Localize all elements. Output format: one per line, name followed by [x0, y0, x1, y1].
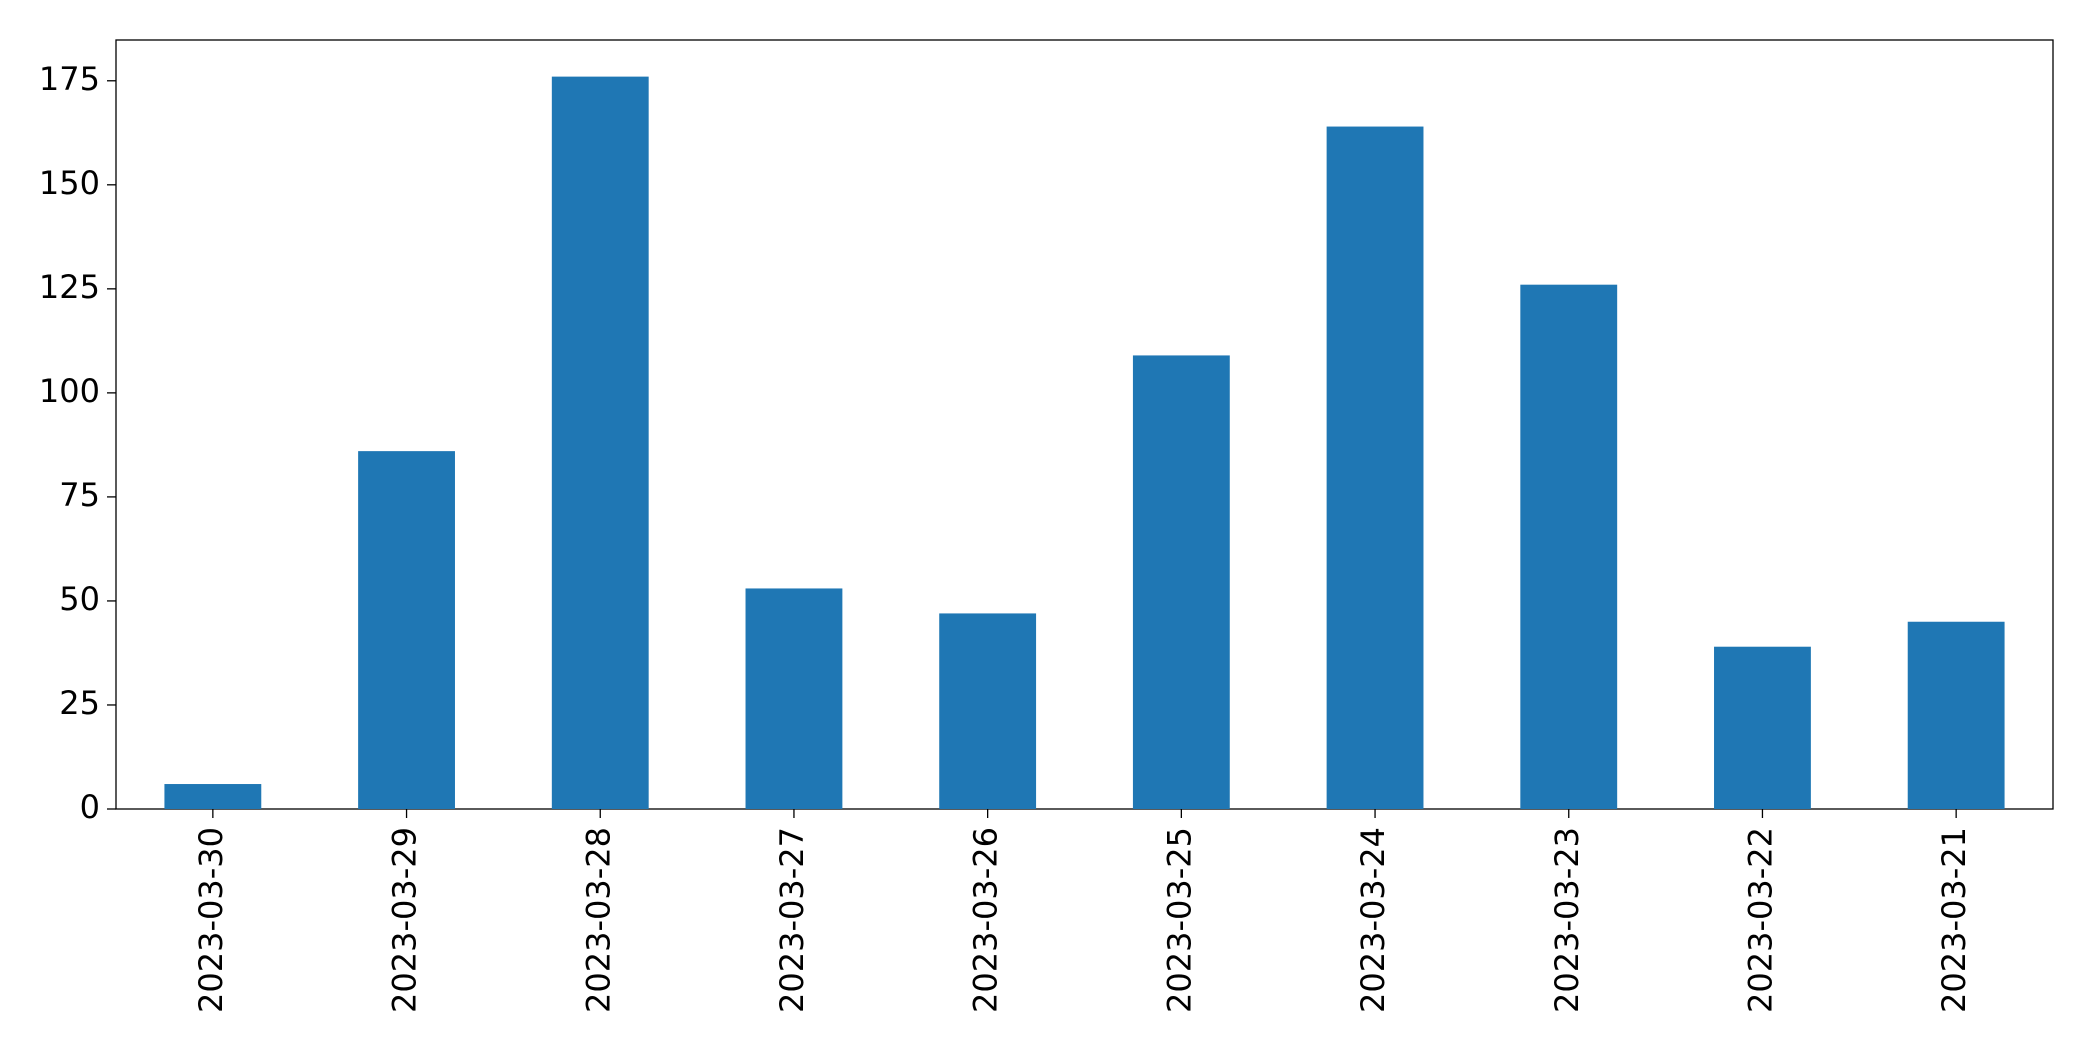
- bar: [1132, 355, 1230, 809]
- bar: [1714, 646, 1811, 809]
- x-tick-label: 2023-03-24: [1354, 827, 1392, 1013]
- y-tick-label: 75: [59, 476, 100, 514]
- bar: [1326, 126, 1424, 809]
- x-tick-label: 2023-03-23: [1548, 827, 1586, 1013]
- x-tick-label: 2023-03-25: [1160, 827, 1198, 1013]
- bar: [1520, 284, 1618, 809]
- x-tick-label: 2023-03-30: [192, 827, 230, 1013]
- y-tick-label: 0: [80, 788, 100, 826]
- bar: [551, 76, 649, 810]
- bar: [358, 451, 455, 809]
- y-tick-label: 125: [39, 268, 100, 306]
- x-tick-label: 2023-03-21: [1935, 827, 1973, 1013]
- x-tick-label: 2023-03-26: [967, 827, 1005, 1013]
- x-tick-label: 2023-03-22: [1741, 827, 1779, 1013]
- y-tick-label: 150: [39, 164, 100, 202]
- bar: [745, 588, 843, 809]
- y-tick-label: 175: [39, 60, 100, 98]
- y-tick-label: 25: [59, 684, 100, 722]
- plot-frame: [115, 39, 2054, 810]
- x-tick-label: 2023-03-29: [386, 827, 424, 1013]
- bar: [1907, 621, 2005, 809]
- bar: [939, 613, 1037, 809]
- y-tick-label: 100: [39, 372, 100, 410]
- x-tick-label: 2023-03-27: [773, 827, 811, 1013]
- y-tick-label: 50: [59, 580, 100, 618]
- x-tick-label: 2023-03-28: [579, 827, 617, 1013]
- bar: [164, 784, 262, 809]
